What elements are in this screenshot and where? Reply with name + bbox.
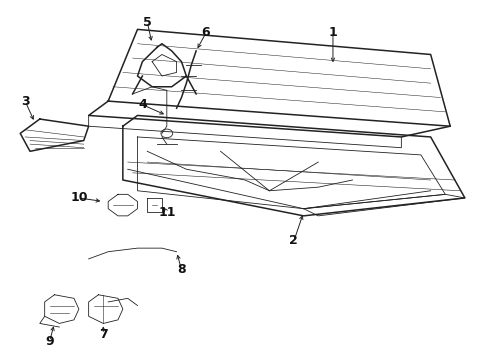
Text: 2: 2	[290, 234, 298, 247]
Text: 1: 1	[329, 27, 337, 40]
Text: 10: 10	[70, 192, 88, 204]
Text: 3: 3	[21, 95, 29, 108]
Text: 8: 8	[177, 263, 186, 276]
Text: 7: 7	[99, 328, 108, 341]
Text: 6: 6	[201, 27, 210, 40]
Text: 11: 11	[158, 206, 175, 219]
Text: 9: 9	[45, 335, 54, 348]
Text: 4: 4	[138, 98, 147, 111]
Text: 5: 5	[143, 16, 151, 29]
